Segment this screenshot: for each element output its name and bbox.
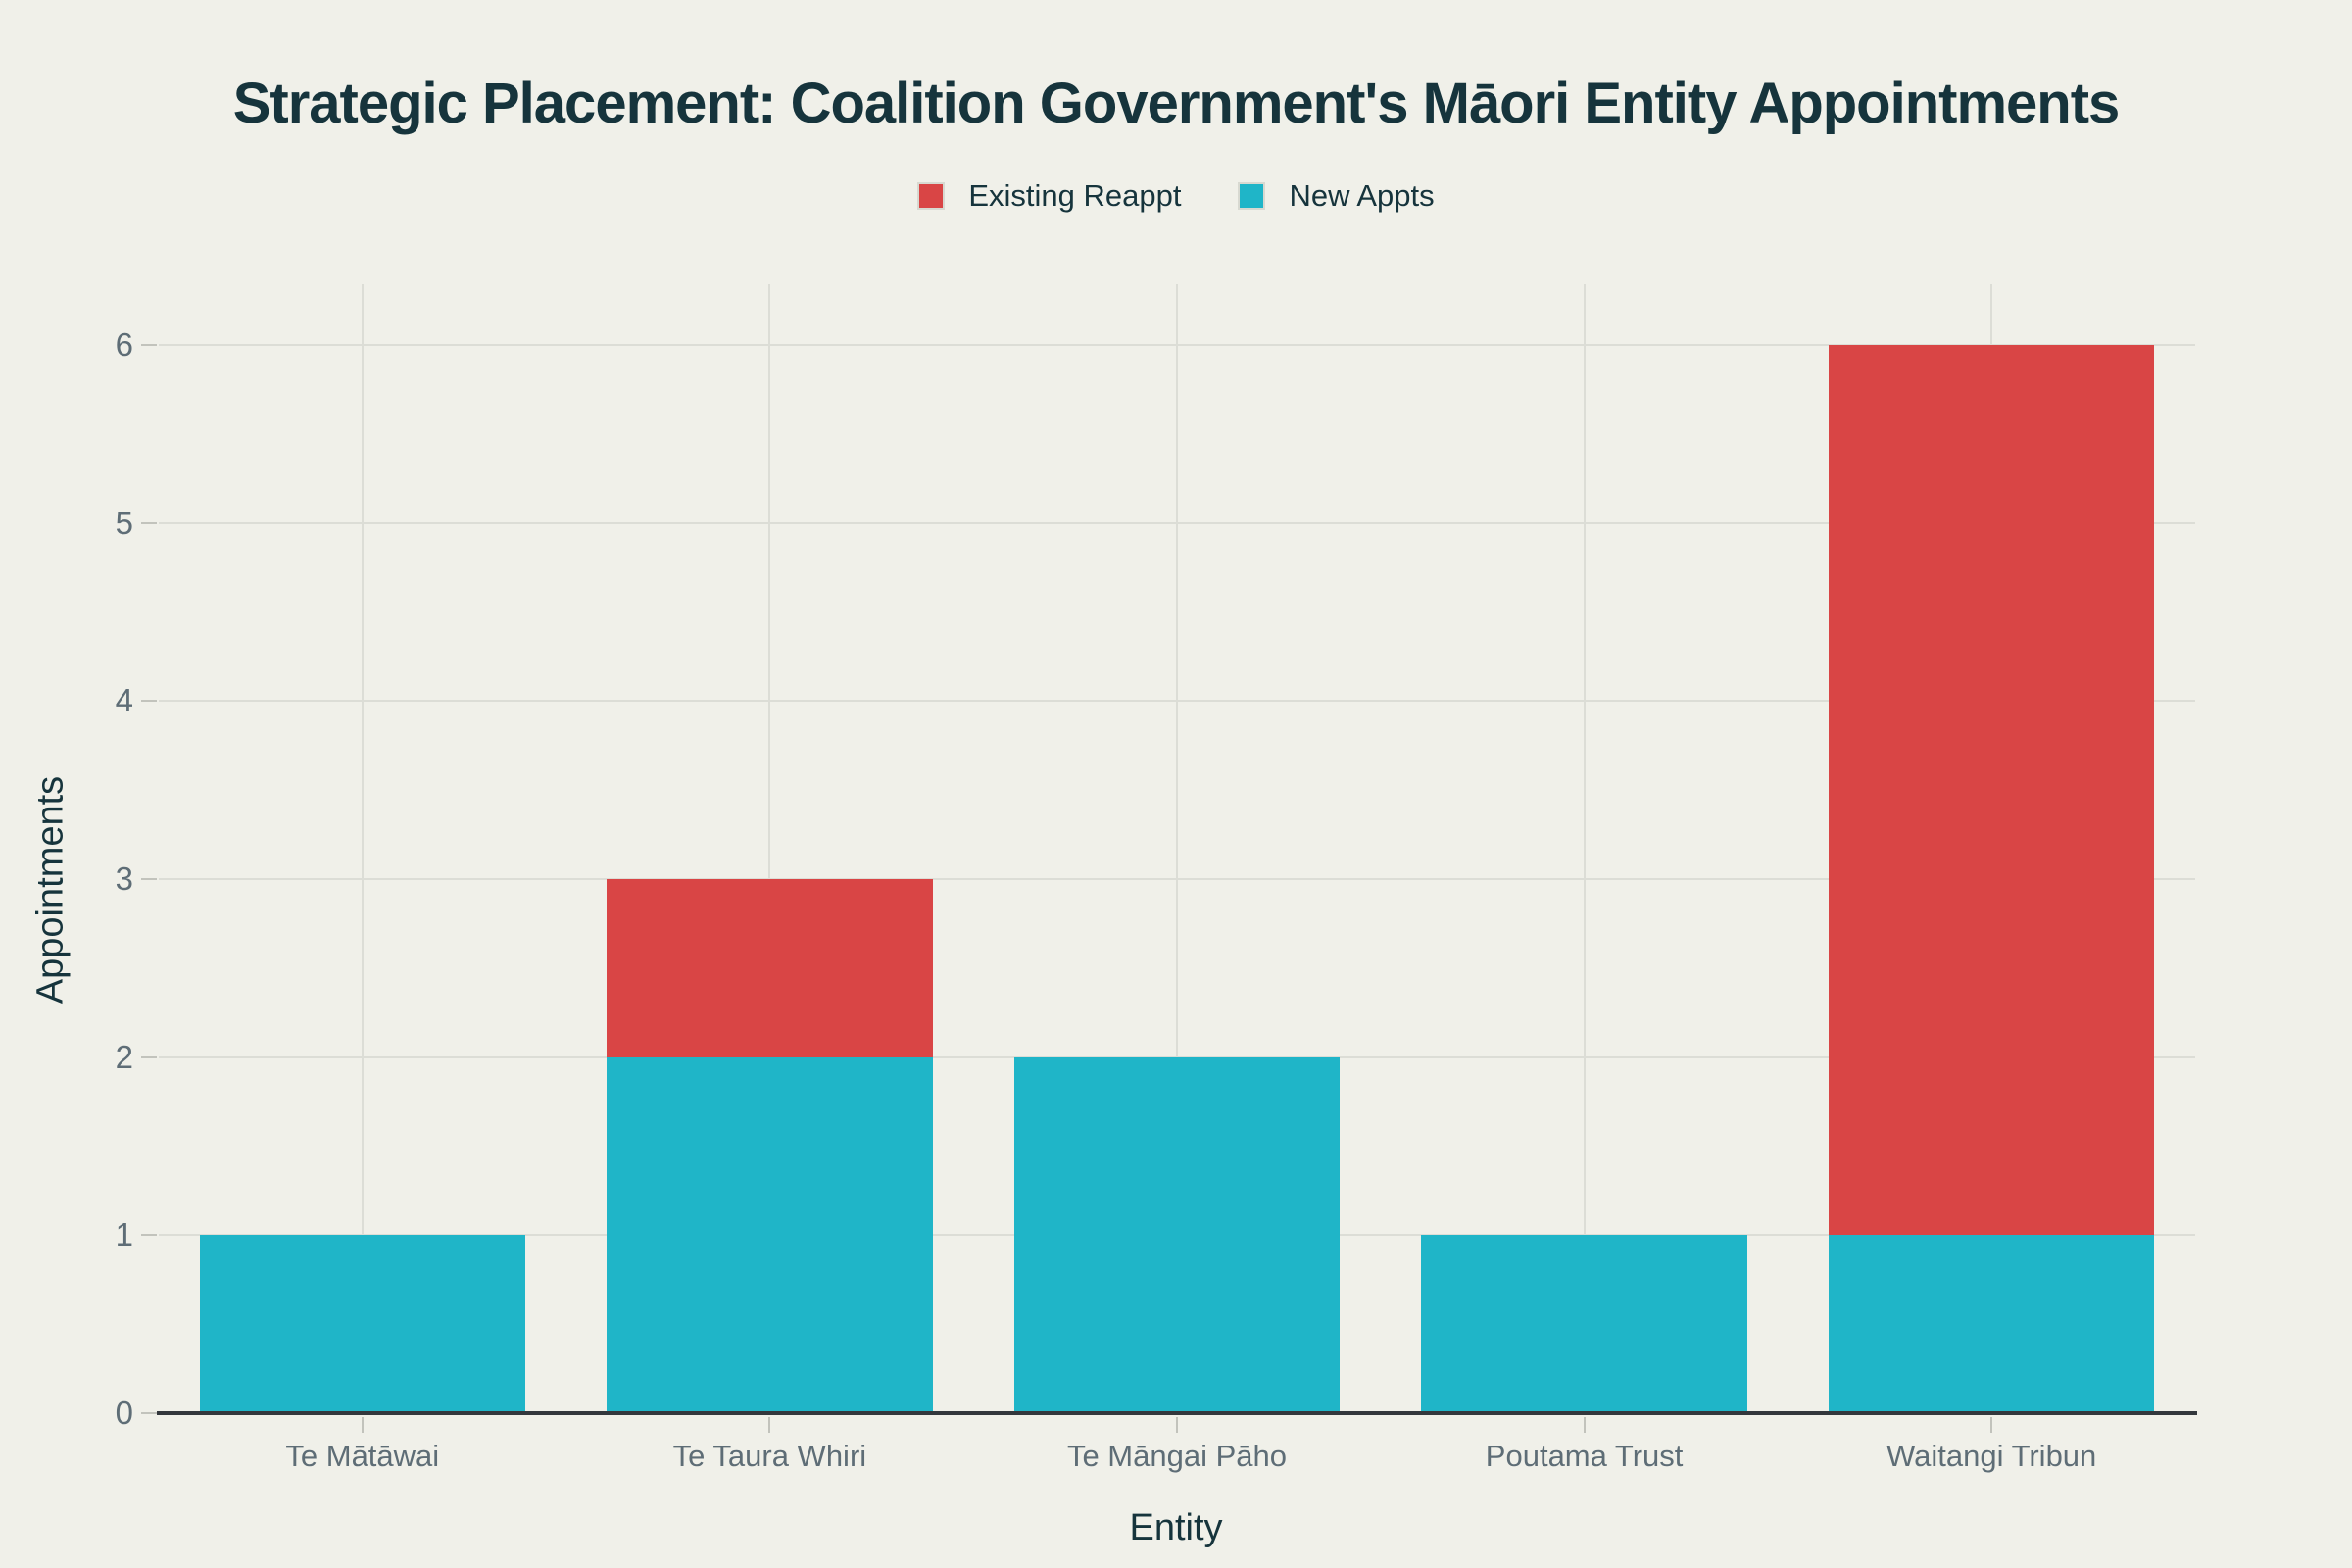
y-axis-tick-label: 6 [115, 325, 133, 363]
bar-segment[interactable] [1013, 1056, 1341, 1413]
x-axis-tick [361, 1417, 364, 1433]
legend-item[interactable]: New Appts [1238, 178, 1435, 214]
legend: Existing Reappt New Appts [0, 178, 2352, 214]
bar-segment[interactable] [1828, 1235, 2155, 1413]
x-axis-tick-label: Waitangi Tribun [1886, 1439, 2097, 1473]
y-axis-tick [141, 1412, 157, 1414]
legend-label: Existing Reappt [968, 178, 1182, 213]
legend-swatch-icon [1238, 182, 1266, 210]
gridline-vertical [1176, 284, 1178, 1413]
y-axis-tick-label: 5 [115, 504, 133, 541]
bar-segment[interactable] [607, 878, 933, 1057]
chart-title: Strategic Placement: Coalition Governmen… [232, 72, 2121, 135]
x-axis-title: Entity [1129, 1507, 1223, 1548]
y-axis-tick [141, 700, 157, 703]
y-axis-tick [141, 1055, 157, 1058]
legend-label: New Appts [1289, 178, 1435, 213]
legend-swatch-icon [917, 182, 946, 210]
x-axis-tick-label: Te Māngai Pāho [1066, 1439, 1287, 1473]
y-axis-tick-label: 0 [115, 1395, 133, 1431]
gridline-horizontal [159, 700, 2195, 703]
gridline-horizontal [159, 877, 2195, 880]
bar-segment[interactable] [1421, 1235, 1747, 1413]
bar-segment[interactable] [1828, 344, 2155, 1236]
x-axis-tick-label: Te Mātāwai [285, 1439, 440, 1473]
x-axis-tick [1583, 1417, 1586, 1433]
gridline-horizontal [159, 521, 2195, 524]
x-axis-tick-label: Poutama Trust [1485, 1439, 1684, 1473]
y-axis-tick [141, 877, 157, 880]
gridline-vertical [361, 284, 364, 1413]
y-axis-title: Appointments [29, 775, 72, 1004]
y-axis-tick-label: 4 [115, 682, 133, 719]
x-axis-line [157, 1411, 2197, 1415]
y-axis-tick-label: 2 [115, 1038, 133, 1075]
bar-segment[interactable] [607, 1056, 933, 1413]
gridline-vertical [768, 284, 771, 1413]
gridline-horizontal [159, 343, 2195, 346]
y-axis-tick-label: 1 [115, 1216, 133, 1253]
x-axis-tick [768, 1417, 771, 1433]
x-axis-tick [1176, 1417, 1178, 1433]
y-axis-tick [141, 521, 157, 524]
x-axis-tick-label: Te Taura Whiri [672, 1439, 867, 1473]
y-axis-tick [141, 343, 157, 346]
x-axis-tick [1990, 1417, 1993, 1433]
y-axis-tick [141, 1234, 157, 1237]
bar-segment[interactable] [199, 1235, 526, 1413]
legend-item[interactable]: Existing Reappt [917, 178, 1181, 214]
gridline-vertical [1583, 284, 1586, 1413]
y-axis-tick-label: 3 [115, 859, 133, 897]
